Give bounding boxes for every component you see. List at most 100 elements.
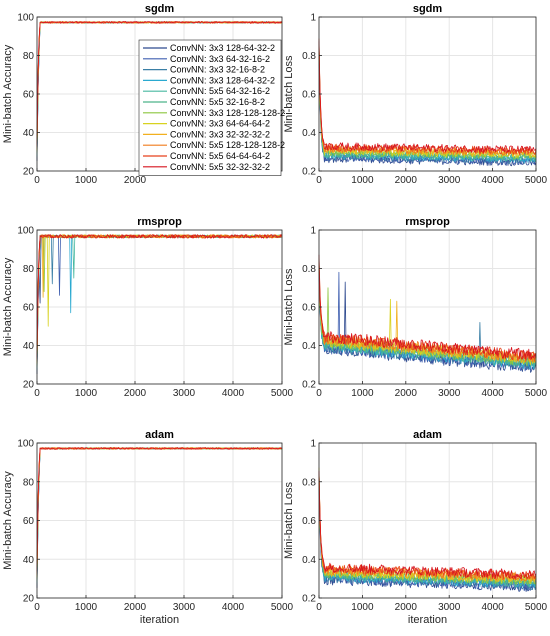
y-tick-label: 0.6 — [302, 303, 316, 314]
y-tick-label: 20 — [23, 380, 35, 391]
series-line — [36, 234, 283, 358]
series-line — [318, 473, 537, 582]
series-line — [318, 45, 537, 156]
y-axis-label: Mini-batch Loss — [283, 481, 295, 559]
y-tick-label: 1 — [310, 439, 316, 450]
series-line — [36, 234, 283, 361]
series-line — [318, 474, 537, 585]
x-tick-label: 3000 — [438, 175, 461, 186]
series-line — [318, 254, 537, 360]
legend-entry: ConvNN: 5x5 32-32-32-2 — [170, 162, 270, 172]
y-tick-label: 100 — [17, 13, 34, 24]
legend-entry: ConvNN: 3x3 32-32-32-2 — [170, 129, 270, 139]
y-tick-label: 0.2 — [302, 594, 316, 605]
y-tick-label: 20 — [23, 167, 35, 178]
y-axis-label: Mini-batch Loss — [283, 268, 295, 346]
x-tick-label: 4000 — [481, 388, 504, 399]
y-axis-label: Mini-batch Accuracy — [2, 44, 14, 143]
chart-title: adam — [413, 429, 442, 441]
y-tick-label: 0.6 — [302, 90, 316, 101]
legend-entry: ConvNN: 3x3 128-128-128-2 — [170, 108, 285, 118]
series-line — [36, 447, 283, 581]
y-tick-label: 80 — [23, 264, 35, 275]
y-tick-label: 20 — [23, 594, 35, 605]
y-tick-label: 0.6 — [302, 516, 316, 527]
chart-title: sgdm — [145, 3, 175, 15]
x-tick-label: 2000 — [124, 388, 147, 399]
x-tick-label: 1000 — [75, 602, 98, 613]
x-tick-label: 2000 — [395, 388, 418, 399]
series-line — [318, 41, 537, 153]
series-line — [36, 447, 283, 576]
x-tick-label: 4000 — [222, 602, 245, 613]
subplot-6: 0 1000 2000 3000 4000 5000 0.2 0.4 0.6 0.8 1 adam Mi… — [283, 429, 548, 626]
y-tick-label: 80 — [23, 477, 35, 488]
legend-entry: ConvNN: 3x3 128-64-32-2 — [170, 43, 275, 53]
series-line — [36, 447, 283, 584]
y-tick-label: 1 — [310, 13, 316, 24]
series-line — [36, 234, 283, 373]
x-tick-label: 1000 — [351, 602, 374, 613]
subplot-3: 0 1000 2000 3000 4000 5000 20 40 60 80 100 rmsprop M… — [2, 216, 294, 399]
series-line — [318, 470, 537, 583]
x-tick-label: 0 — [34, 388, 40, 399]
series-line — [36, 234, 282, 371]
series-line — [36, 234, 283, 359]
x-tick-label: 5000 — [271, 602, 294, 613]
series-line — [36, 447, 283, 585]
x-tick-label: 2000 — [395, 175, 418, 186]
chart-title: sgdm — [413, 3, 443, 15]
y-tick-label: 40 — [23, 341, 35, 352]
series-line — [318, 45, 537, 160]
series-line — [36, 234, 283, 367]
legend-box — [138, 39, 282, 176]
x-tick-label: 3000 — [173, 388, 196, 399]
x-tick-label: 2000 — [395, 602, 418, 613]
y-tick-label: 60 — [23, 90, 35, 101]
series-line — [36, 21, 283, 145]
series-line — [318, 257, 537, 364]
chart-title: rmsprop — [137, 216, 182, 228]
chart-title: adam — [145, 429, 174, 441]
y-tick-label: 0.4 — [302, 341, 316, 352]
series-line — [36, 234, 283, 364]
series-line — [318, 50, 537, 162]
subplot-2: 0 1000 2000 3000 4000 5000 0.2 0.4 0.6 0.8 1 sgdm Mi… — [283, 3, 548, 186]
series-line — [36, 234, 283, 370]
y-tick-label: 0.2 — [302, 380, 316, 391]
series-line — [36, 447, 283, 582]
series-line — [36, 234, 283, 362]
subplot-1: 0 1000 2000 20 40 60 80 100 sgdm Mini-batch Accur… — [2, 3, 283, 186]
series-line — [318, 45, 537, 163]
series-line — [36, 447, 283, 573]
series-line — [36, 447, 283, 587]
series-line — [318, 470, 537, 580]
x-tick-label: 3000 — [438, 388, 461, 399]
series-line — [36, 234, 283, 375]
x-tick-label: 4000 — [222, 388, 245, 399]
x-tick-label: 1000 — [351, 388, 374, 399]
legend-entry: ConvNN: 3x3 64-64-64-2 — [170, 119, 270, 129]
y-tick-label: 60 — [23, 516, 35, 527]
x-tick-label: 4000 — [481, 175, 504, 186]
legend-entry: ConvNN: 5x5 128-128-128-2 — [170, 140, 285, 150]
x-tick-label: 5000 — [525, 175, 548, 186]
series-line — [318, 472, 537, 580]
subplot-5: 0 1000 2000 3000 4000 5000 20 40 60 80 100 adam Mini… — [2, 429, 294, 626]
series-line — [36, 447, 283, 575]
y-tick-label: 0.8 — [302, 264, 316, 275]
y-tick-label: 60 — [23, 303, 35, 314]
series-line — [318, 467, 537, 585]
legend-entry: ConvNN: 5x5 64-64-64-2 — [170, 151, 270, 161]
x-axis-label: iteration — [408, 614, 447, 626]
legend-entry: ConvNN: 5x5 64-32-16-2 — [170, 86, 270, 96]
y-tick-label: 0.4 — [302, 128, 316, 139]
y-tick-label: 80 — [23, 51, 35, 62]
y-axis-label: Mini-batch Accuracy — [2, 257, 14, 356]
legend-entry: ConvNN: 3x3 64-32-16-2 — [170, 54, 270, 64]
series-line — [36, 447, 283, 588]
x-tick-label: 0 — [34, 602, 40, 613]
series-line — [36, 447, 283, 578]
subplot-4: 0 1000 2000 3000 4000 5000 0.2 0.4 0.6 0.8 1 rmspro… — [283, 216, 548, 399]
